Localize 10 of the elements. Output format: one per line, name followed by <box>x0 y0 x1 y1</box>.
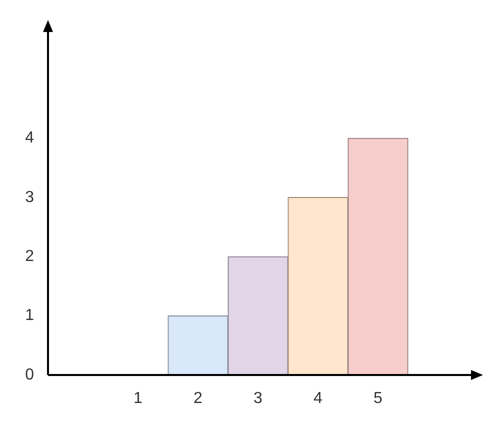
x-tick-label: 3 <box>254 390 263 408</box>
y-tick-label: 1 <box>25 307 34 324</box>
y-tick-label: 2 <box>25 248 34 265</box>
y-tick-label: 3 <box>25 188 34 206</box>
y-tick-label: 4 <box>25 130 34 147</box>
y-tick-label: 0 <box>25 366 34 384</box>
x-tick-label: 4 <box>314 390 323 408</box>
x-tick-label: 2 <box>194 390 203 408</box>
x-tick-label: 1 <box>134 390 143 408</box>
x-tick-label: 5 <box>374 390 383 408</box>
